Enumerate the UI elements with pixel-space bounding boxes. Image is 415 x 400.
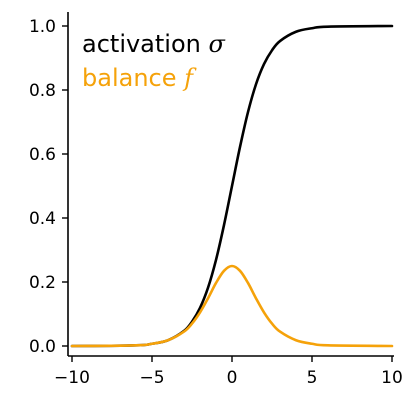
y-tick-label: 0.2 [29,273,56,293]
legend-entry-activation: activation σ [82,30,226,58]
y-tick-label: 0.0 [29,337,56,357]
y-axis-ticks: 0.0 0.2 0.4 0.6 0.8 1.0 [29,17,68,357]
x-tick-label: 10 [381,368,403,388]
y-tick-label: 0.6 [29,145,56,165]
x-tick-label: −10 [54,368,90,388]
legend: activation σ balance f [82,30,226,92]
x-tick-label: −5 [139,368,164,388]
y-tick-label: 0.4 [29,209,56,229]
y-tick-label: 1.0 [29,17,56,37]
y-tick-label: 0.8 [29,81,56,101]
legend-label: balance [82,64,184,92]
plot-lines [70,24,394,348]
series-line-balance [70,264,394,348]
legend-label: activation [82,30,209,58]
x-tick-label: 5 [307,368,318,388]
legend-entry-balance: balance f [82,64,197,92]
x-axis-ticks: −10 −5 0 5 10 [54,356,403,388]
legend-symbol: σ [209,30,226,58]
x-tick-label: 0 [227,368,238,388]
legend-symbol: f [182,64,197,92]
